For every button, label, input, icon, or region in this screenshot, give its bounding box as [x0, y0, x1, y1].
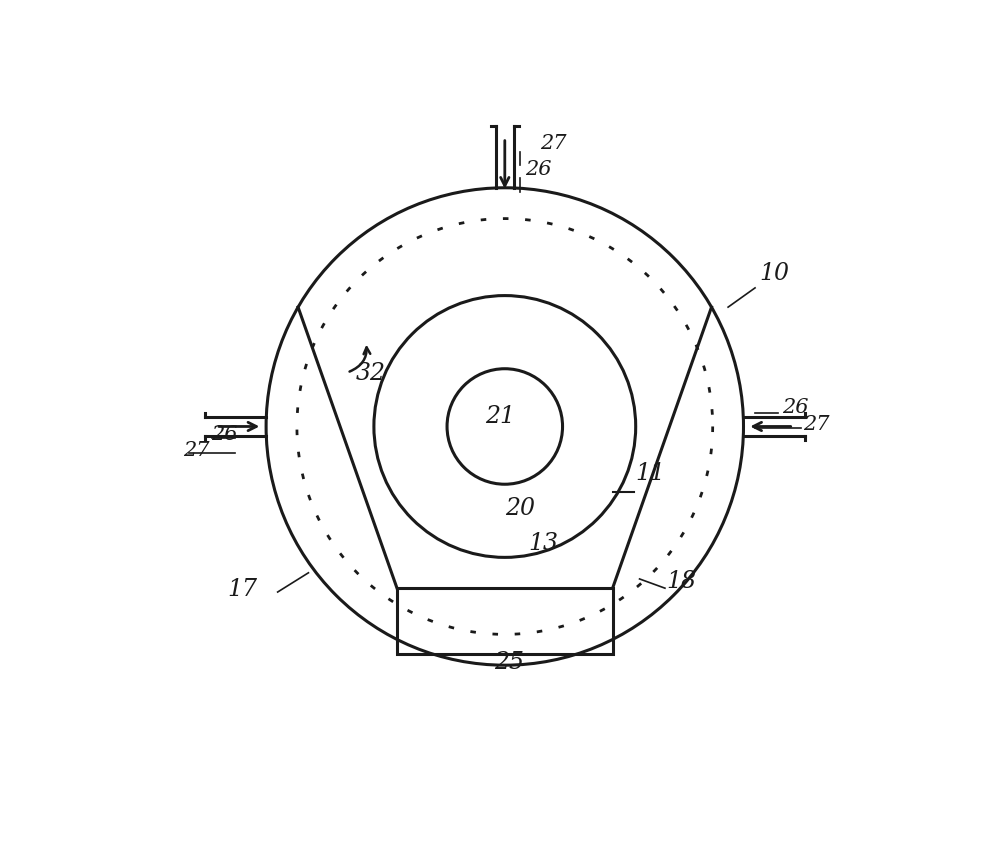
Text: 26: 26: [782, 399, 808, 417]
Text: 27: 27: [540, 134, 567, 153]
Text: 25: 25: [494, 651, 524, 674]
Text: 26: 26: [525, 160, 551, 179]
Text: 26: 26: [211, 424, 237, 443]
Text: 11: 11: [636, 462, 666, 485]
Text: 21: 21: [486, 405, 516, 428]
Text: 17: 17: [228, 578, 258, 601]
Text: 18: 18: [666, 570, 696, 594]
Bar: [397, 588, 613, 654]
Text: 10: 10: [759, 262, 789, 285]
Text: 27: 27: [183, 441, 209, 460]
Text: 32: 32: [356, 362, 386, 386]
Text: 27: 27: [804, 416, 830, 435]
Text: 20: 20: [505, 497, 535, 520]
Text: 13: 13: [528, 532, 558, 555]
